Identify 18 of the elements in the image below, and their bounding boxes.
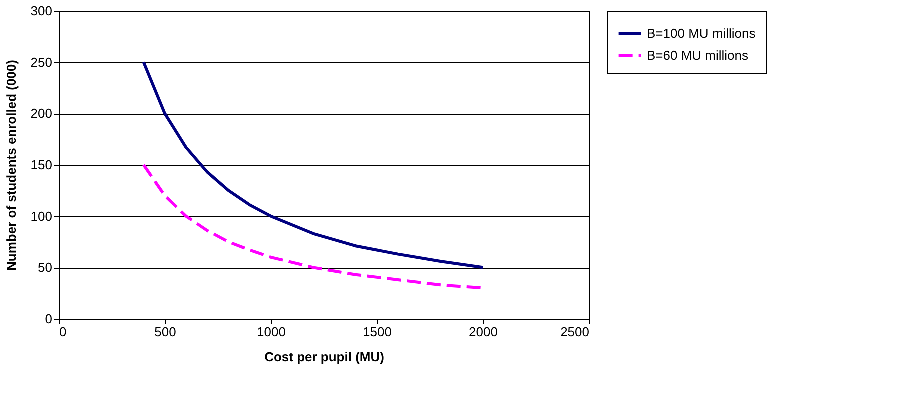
legend-label: B=100 MU millions [647, 26, 756, 41]
x-tick-label: 1500 [363, 324, 392, 340]
x-tick-label: 1000 [257, 324, 286, 340]
x-axis-title: Cost per pupil (MU) [264, 350, 384, 364]
x-tick-label: 2000 [469, 324, 498, 340]
legend-label: B=60 MU millions [647, 48, 750, 63]
x-tick-label: 2500 [560, 324, 590, 340]
y-tick-label: 300 [30, 4, 52, 18]
y-axis-title: Number of students enrolled (000) [4, 60, 19, 271]
y-tick-label: 200 [30, 106, 52, 122]
line-series [142, 60, 484, 270]
y-tick-label: 100 [30, 208, 52, 224]
y-tick-label: 150 [30, 158, 52, 172]
y-tick-label: 50 [38, 260, 52, 276]
x-tick-label: 0 [60, 324, 67, 340]
x-tick-label: 500 [154, 324, 176, 340]
y-tick-label: 250 [30, 54, 52, 70]
y-tick-label: 0 [45, 312, 52, 326]
